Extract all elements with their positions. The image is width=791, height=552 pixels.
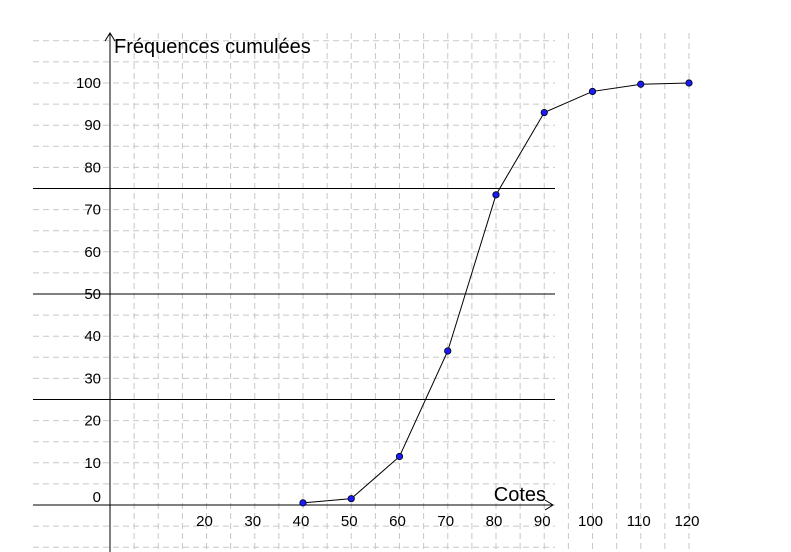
data-point — [347, 495, 355, 503]
x-tick-label: 100 — [578, 513, 603, 530]
y-tick-label: 80 — [84, 159, 101, 176]
x-tick-label: 20 — [196, 513, 213, 530]
x-tick-label: 40 — [293, 513, 310, 530]
y-tick-label: 40 — [84, 328, 101, 345]
x-tick-label: 110 — [627, 513, 651, 530]
y-axis-arrow — [104, 32, 116, 42]
x-tick-labels: 20 30 40 50 60 70 80 90 100 110 120 — [196, 513, 699, 530]
data-point — [540, 108, 548, 117]
reference-lines — [33, 188, 555, 400]
y-axis-title: Fréquences cumulées — [114, 36, 311, 58]
y-tick-label: 90 — [84, 117, 101, 134]
y-tick-label: 50 — [84, 286, 101, 303]
y-tick-label: 30 — [84, 370, 101, 387]
axes — [33, 32, 554, 552]
y-tick-labels: 0 10 20 30 40 50 60 70 80 90 100 — [76, 75, 101, 506]
y-tick-label: 70 — [84, 202, 101, 219]
y-tick-label: 20 — [84, 413, 101, 430]
x-tick-label: 50 — [341, 513, 358, 530]
x-axis-title: Cotes — [494, 484, 546, 506]
series — [299, 79, 693, 507]
data-point — [395, 452, 404, 461]
data-point — [637, 80, 645, 88]
data-point — [492, 191, 500, 199]
y-tick-label: 60 — [84, 244, 101, 261]
y-tick-label: 10 — [84, 455, 101, 472]
grid — [33, 33, 690, 552]
x-tick-label: 60 — [389, 513, 406, 530]
x-tick-label: 120 — [674, 513, 699, 530]
y-tick-label: 0 — [93, 489, 101, 506]
data-point — [685, 79, 693, 87]
data-point — [444, 347, 452, 355]
x-tick-label: 70 — [437, 513, 454, 530]
x-tick-label: 90 — [534, 513, 551, 530]
data-point — [588, 87, 597, 96]
x-axis-arrow — [544, 499, 554, 511]
x-tick-label: 80 — [486, 513, 503, 530]
data-point — [299, 499, 307, 507]
x-tick-label: 30 — [244, 513, 261, 530]
y-tick-label: 100 — [76, 75, 101, 92]
